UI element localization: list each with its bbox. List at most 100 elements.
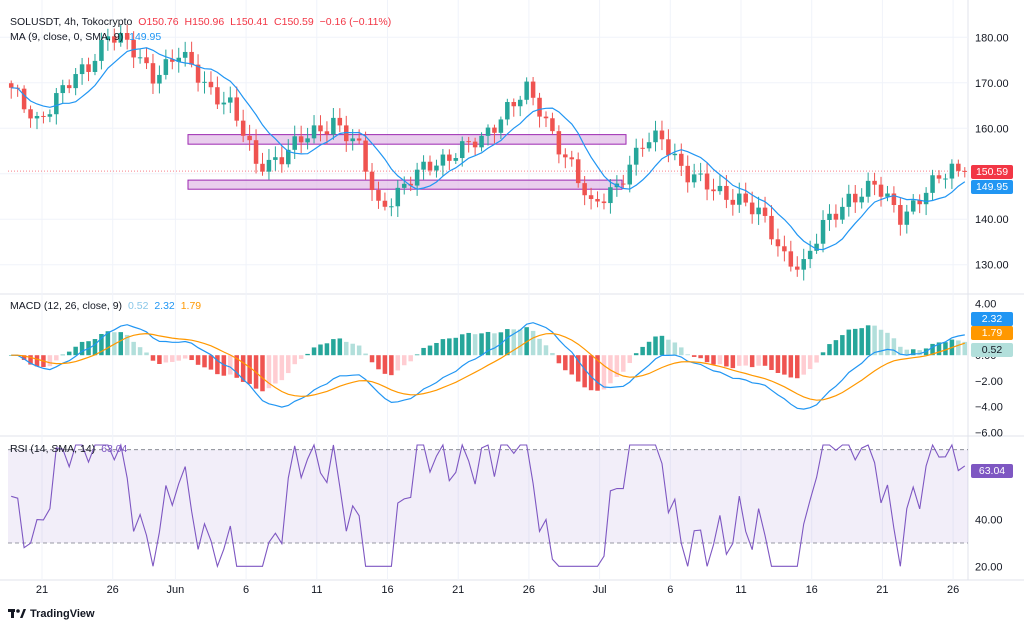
macd-histogram-bar <box>820 352 826 356</box>
macd-histogram-bar <box>466 332 471 356</box>
candle-body <box>228 97 233 103</box>
macd-histogram-bar <box>228 355 233 375</box>
candle-body <box>105 36 111 40</box>
macd-histogram-bar <box>833 340 839 356</box>
candle-body <box>737 193 742 205</box>
candle-body <box>253 140 259 164</box>
macd-histogram-bar <box>99 333 104 356</box>
candle-body <box>150 63 156 84</box>
candle-body <box>157 74 162 84</box>
ma-legend[interactable]: MA (9, close, 0, SMA, 9) 149.95 <box>10 31 164 43</box>
macd-histogram-bar <box>795 355 800 379</box>
candle-body <box>369 171 375 191</box>
macd-histogram-bar <box>691 355 697 357</box>
macd-histogram-bar <box>279 355 285 381</box>
macd-histogram-bar <box>485 331 491 356</box>
price-tick-label: 130.00 <box>975 260 1009 272</box>
macd-histogram-bar <box>79 341 85 356</box>
tradingview-logo[interactable]: TradingView <box>8 608 95 620</box>
price-tick-label: 160.00 <box>975 123 1009 135</box>
macd-tick-label: −6.00 <box>975 427 1003 439</box>
symbol-name[interactable]: SOLUSDT, 4h, Tokocrypto <box>10 16 133 28</box>
macd-histogram-bar <box>150 355 156 361</box>
rsi-legend-label: RSI (14, SMA, 14) <box>10 443 96 455</box>
candle-body <box>331 117 336 135</box>
x-tick-label: 21 <box>36 584 48 596</box>
candle-body <box>930 175 935 193</box>
x-tick-label: Jun <box>167 584 185 596</box>
candle-body <box>324 131 330 135</box>
candle-body <box>749 202 755 215</box>
resistance-zone <box>187 134 627 145</box>
macd-histogram-bar <box>73 346 78 356</box>
macd-histogram-bar <box>575 355 581 382</box>
candle-body <box>730 199 736 205</box>
macd-histogram-bar <box>182 355 188 359</box>
macd-histogram-bar <box>350 343 355 356</box>
macd-histogram-bar <box>917 350 922 356</box>
candle-body <box>537 97 542 117</box>
macd-histogram-bar <box>189 355 194 361</box>
macd-histogram-bar <box>666 339 671 356</box>
macd-histogram-bar <box>891 338 897 356</box>
candle-body <box>356 138 362 141</box>
ma-legend-label: MA (9, close, 0, SMA, 9) <box>10 31 124 43</box>
price-badge: 150.59 <box>971 165 1013 179</box>
macd-histogram-bar <box>137 347 143 356</box>
candle-body <box>182 51 188 58</box>
candle-body <box>311 125 317 139</box>
candle-body <box>865 180 871 197</box>
macd-histogram-bar <box>318 344 323 356</box>
macd-histogram-bar <box>131 341 136 356</box>
rsi-badge: 63.04 <box>971 464 1013 478</box>
price-tick-label: 180.00 <box>975 32 1009 44</box>
macd-histogram-bar <box>401 355 407 366</box>
macd-histogram-bar <box>543 345 549 356</box>
macd-histogram-bar <box>827 344 832 356</box>
candle-body <box>131 39 136 58</box>
macd-histogram-bar <box>389 355 394 376</box>
macd-histogram-bar <box>730 355 736 369</box>
macd-histogram-bar <box>852 328 858 356</box>
candle-body <box>885 193 890 197</box>
macd-histogram-bar <box>704 355 710 363</box>
candle-body <box>659 130 665 140</box>
macd-histogram-bar <box>782 355 787 375</box>
macd-histogram-bar <box>266 355 272 389</box>
macd-histogram-bar <box>962 341 968 356</box>
macd-legend[interactable]: MACD (12, 26, close, 9) 0.52 2.32 1.79 <box>10 300 204 312</box>
candle-body <box>595 198 600 202</box>
candle-body <box>949 163 955 179</box>
macd-histogram-bar <box>479 333 484 356</box>
candle-body <box>163 59 169 75</box>
macd-histogram-bar <box>247 355 252 384</box>
macd-histogram-bar <box>878 329 884 356</box>
candle-body <box>79 64 85 75</box>
macd-legend-line: 2.32 <box>154 300 175 312</box>
macd-histogram-bar <box>311 347 317 356</box>
x-tick-label: 26 <box>947 584 959 596</box>
axes: 21 26 Jun 6 11 16 21 26 Jul 6 11 16 21 26 180.00 170.00… <box>36 32 1009 596</box>
candle-body <box>621 183 626 185</box>
macd-histogram-bar <box>118 332 124 356</box>
candle-body <box>782 246 787 252</box>
macd-histogram-bar <box>144 352 149 356</box>
macd-histogram-bar <box>505 329 510 356</box>
candle-body <box>898 205 903 225</box>
x-tick-label: 26 <box>523 584 535 596</box>
x-tick-label: 26 <box>107 584 119 596</box>
candle-body <box>472 141 478 148</box>
candle-body <box>260 163 265 172</box>
candle-body <box>54 93 59 115</box>
candle-body <box>505 102 510 120</box>
macd-histogram-bar <box>221 355 227 376</box>
macd-histogram-bar <box>614 355 620 377</box>
macd-legend-hist: 0.52 <box>127 300 149 312</box>
candle-body <box>672 153 678 156</box>
rsi-legend[interactable]: RSI (14, SMA, 14) 63.04 <box>10 443 130 455</box>
macd-histogram-bar <box>298 355 304 359</box>
candle-body <box>421 161 426 170</box>
candle-body <box>195 64 201 83</box>
macd-histogram-bar <box>627 355 632 364</box>
